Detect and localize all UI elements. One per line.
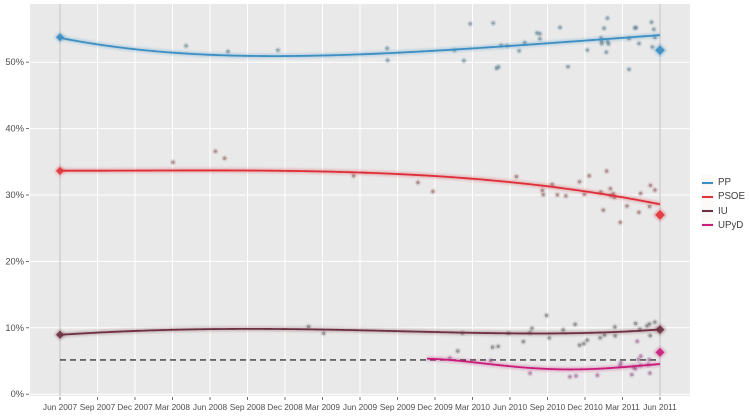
svg-text:Jun 2010: Jun 2010 [493, 402, 528, 412]
svg-text:Mar 2010: Mar 2010 [455, 402, 490, 412]
svg-text:Mar 2008: Mar 2008 [155, 402, 190, 412]
svg-text:Jun 2008: Jun 2008 [193, 402, 228, 412]
svg-text:Sep 2010: Sep 2010 [530, 402, 566, 412]
svg-text:40%: 40% [5, 124, 24, 134]
svg-text:10%: 10% [5, 323, 24, 333]
svg-text:Dec 2010: Dec 2010 [567, 402, 603, 412]
svg-text:Sep 2008: Sep 2008 [230, 402, 266, 412]
svg-text:30%: 30% [5, 190, 24, 200]
svg-text:20%: 20% [5, 256, 24, 266]
svg-text:Dec 2008: Dec 2008 [267, 402, 303, 412]
svg-text:Dec 2009: Dec 2009 [417, 402, 453, 412]
svg-text:Mar 2009: Mar 2009 [305, 402, 340, 412]
svg-text:Jun 2009: Jun 2009 [343, 402, 378, 412]
svg-text:50%: 50% [5, 57, 24, 67]
svg-text:Dec 2007: Dec 2007 [117, 402, 153, 412]
svg-text:Sep 2007: Sep 2007 [80, 402, 116, 412]
svg-text:Jun 2011: Jun 2011 [643, 402, 677, 412]
svg-text:Jun 2007: Jun 2007 [43, 402, 78, 412]
svg-text:0%: 0% [11, 389, 24, 399]
svg-text:Sep 2009: Sep 2009 [380, 402, 416, 412]
svg-text:Mar 2011: Mar 2011 [605, 402, 640, 412]
